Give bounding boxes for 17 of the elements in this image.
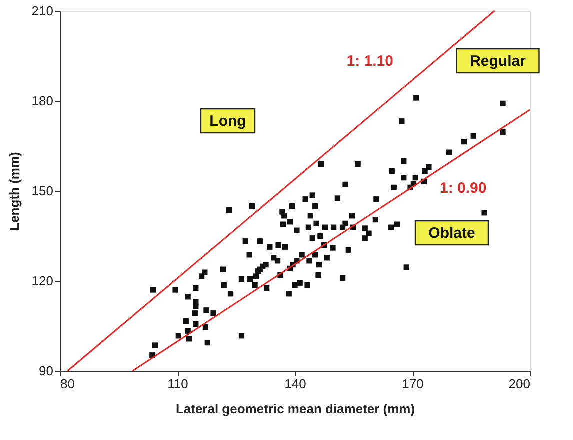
annotation: Regular (470, 53, 526, 70)
y-tick-label: 180 (32, 94, 54, 108)
series-label: 1: 0.90 (440, 180, 487, 197)
x-tick-label: 110 (168, 376, 188, 392)
x-tick-label: 80 (60, 376, 75, 392)
y-axis-title: Length (mm) (6, 152, 22, 231)
y-tick-label: 90 (39, 364, 54, 378)
y-tick-label: 120 (32, 274, 54, 288)
y-tick-label: 210 (32, 4, 54, 18)
series-label: 1: 1.10 (346, 53, 394, 70)
x-axis-title: Lateral geometric mean diameter (mm) (176, 402, 416, 416)
y-tick-label: 150 (32, 184, 54, 198)
annotation: Oblate (428, 225, 476, 242)
x-tick-label: 200 (508, 376, 530, 392)
annotation: Long (210, 113, 246, 130)
x-tick-label: 170 (402, 376, 424, 392)
x-tick-label: 140 (284, 376, 306, 392)
